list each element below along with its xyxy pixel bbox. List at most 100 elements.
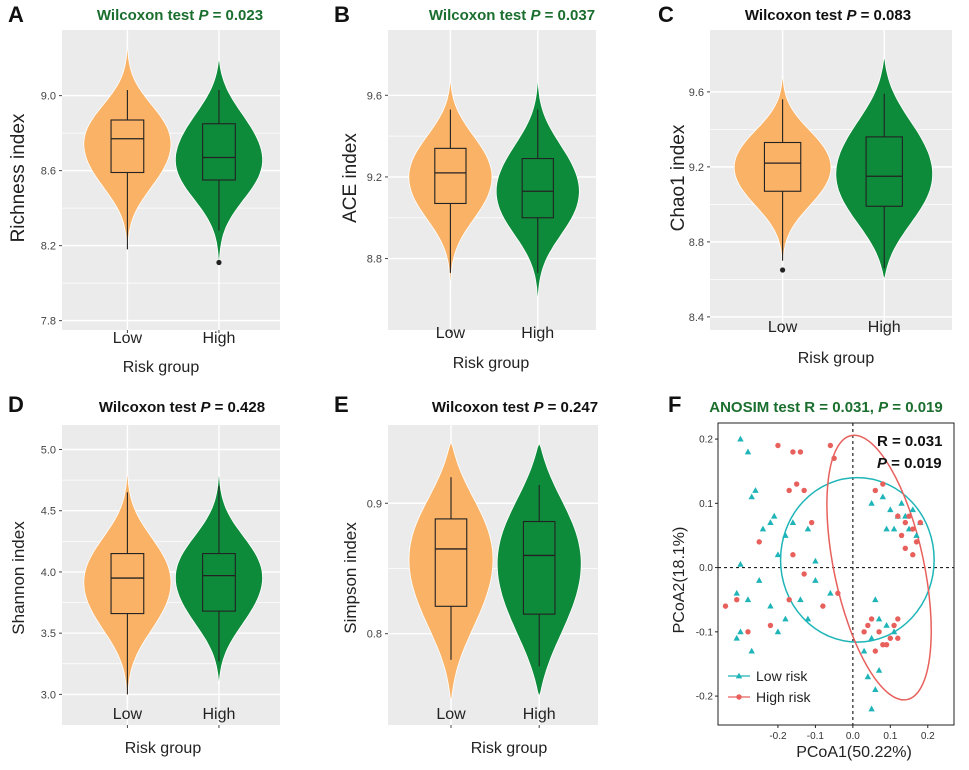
point-high-risk — [872, 487, 879, 494]
point-high-risk — [861, 629, 867, 635]
outlier-point — [780, 267, 786, 273]
title-prefix: Wilcoxon test — [745, 7, 847, 24]
y-tick-label: 7.8 — [41, 316, 56, 328]
title-p-symbol: P — [530, 7, 541, 24]
y-tick-label: 8.2 — [41, 241, 56, 253]
y-tick-label: 9.2 — [367, 172, 382, 184]
title-p-symbol: P — [846, 7, 857, 24]
point-low-risk — [804, 525, 812, 532]
x-tick-label: High — [521, 325, 554, 342]
panel-c: C Wilcoxon test P = 0.083 8.4 8.8 9.2 9.6 Low H… — [658, 2, 952, 367]
point-high-risk — [786, 487, 792, 494]
point-low-risk — [759, 525, 767, 532]
annotation-p-value: = 0.019 — [887, 455, 942, 472]
point-low-risk — [782, 532, 789, 538]
x-tick-label: High — [868, 319, 901, 336]
y-tick-label: 0.8 — [367, 629, 382, 641]
y-tick-label: 3.5 — [41, 628, 56, 640]
point-low-risk — [875, 666, 883, 673]
x-tick-label: 0.2 — [921, 731, 935, 742]
point-high-risk — [895, 635, 901, 641]
point-high-risk — [895, 616, 901, 622]
y-tick-label: -0.1 — [696, 627, 714, 638]
x-tick-label: Low — [113, 330, 143, 347]
point-low-risk — [752, 487, 759, 493]
legend-marker-high — [736, 694, 742, 700]
point-low-risk — [767, 519, 774, 525]
point-high-risk — [898, 532, 905, 539]
chart-title: ANOSIM test R = 0.031, P = 0.019 — [709, 399, 942, 416]
point-low-risk — [860, 647, 868, 654]
y-tick-label: 5.0 — [41, 444, 56, 456]
point-high-risk — [895, 513, 901, 519]
x-tick-label: 0.1 — [883, 731, 897, 742]
point-high-risk — [793, 481, 800, 487]
box-low — [110, 119, 145, 174]
title-p-symbol: P — [200, 399, 211, 416]
y-tick-label: 4.5 — [41, 506, 56, 518]
point-low-risk — [774, 628, 782, 635]
chart-title: Wilcoxon test P = 0.037 — [429, 7, 595, 24]
y-tick-label: 9.0 — [41, 91, 56, 103]
point-low-risk — [883, 525, 890, 532]
point-high-risk — [880, 641, 886, 648]
chart-title: Wilcoxon test P = 0.023 — [97, 7, 263, 24]
y-axis-label: Chao1 index — [668, 124, 689, 231]
legend-label-high: High risk — [756, 689, 811, 705]
title-p-symbol: P — [198, 7, 209, 24]
point-high-risk — [868, 616, 875, 622]
point-low-risk — [804, 615, 812, 622]
x-tick-label: High — [523, 706, 556, 723]
point-low-risk — [744, 448, 752, 455]
title-prefix: Wilcoxon test — [429, 7, 531, 24]
point-high-risk — [756, 539, 762, 545]
title-p-value: = 0.428 — [210, 399, 265, 416]
point-low-risk — [868, 634, 875, 641]
point-high-risk — [775, 442, 781, 449]
point-high-risk — [880, 481, 886, 487]
x-axis-label: Risk group — [125, 740, 202, 757]
point-low-risk — [748, 493, 755, 500]
point-high-risk — [790, 552, 796, 558]
panel-e: E Wilcoxon test P = 0.247 0.8 0.9 Low High Ris… — [334, 392, 598, 757]
y-axis-label: Simpson index — [341, 522, 360, 634]
point-high-risk — [906, 513, 912, 519]
y-tick-label: 8.4 — [689, 312, 704, 324]
point-low-risk — [887, 506, 894, 513]
y-tick-label: 4.0 — [41, 567, 56, 579]
outlier-point — [216, 259, 222, 266]
point-low-risk — [748, 647, 755, 654]
x-axis-label: Risk group — [471, 740, 548, 757]
title-p-value: = 0.037 — [540, 7, 595, 24]
confidence-ellipse-low — [779, 476, 935, 643]
y-tick-label: 0.9 — [367, 498, 382, 510]
point-low-risk — [872, 686, 879, 693]
point-high-risk — [910, 552, 916, 558]
title-p-value: = 0.247 — [543, 399, 598, 416]
title-p-symbol: P — [878, 399, 889, 416]
point-low-risk — [733, 634, 740, 641]
point-low-risk — [872, 596, 879, 603]
x-tick-label: Low — [436, 706, 466, 723]
point-high-risk — [872, 648, 879, 654]
x-axis-label: Risk group — [453, 355, 530, 372]
panel-f: F ANOSIM test R = 0.031, P = 0.019 -0.2 -0.… — [668, 392, 955, 761]
point-low-risk — [890, 525, 898, 532]
y-axis-label: ACE index — [340, 133, 361, 223]
box-high — [202, 553, 236, 612]
point-high-risk — [801, 487, 807, 494]
point-low-risk — [797, 596, 804, 603]
point-low-risk — [909, 506, 916, 513]
y-axis-label: PCoA2(18.1%) — [671, 527, 688, 634]
point-high-risk — [767, 622, 774, 629]
point-low-risk — [767, 602, 774, 609]
x-tick-label: High — [203, 706, 236, 723]
point-high-risk — [876, 629, 882, 635]
point-low-risk — [756, 577, 763, 583]
panel-d: D Wilcoxon test P = 0.428 3.0 3.5 4.0 4.5 5.0 L… — [8, 392, 280, 757]
point-low-risk — [782, 615, 789, 622]
point-high-risk — [786, 597, 792, 603]
point-low-risk — [864, 673, 872, 680]
x-axis-label: Risk group — [798, 350, 875, 367]
point-high-risk — [831, 455, 837, 462]
